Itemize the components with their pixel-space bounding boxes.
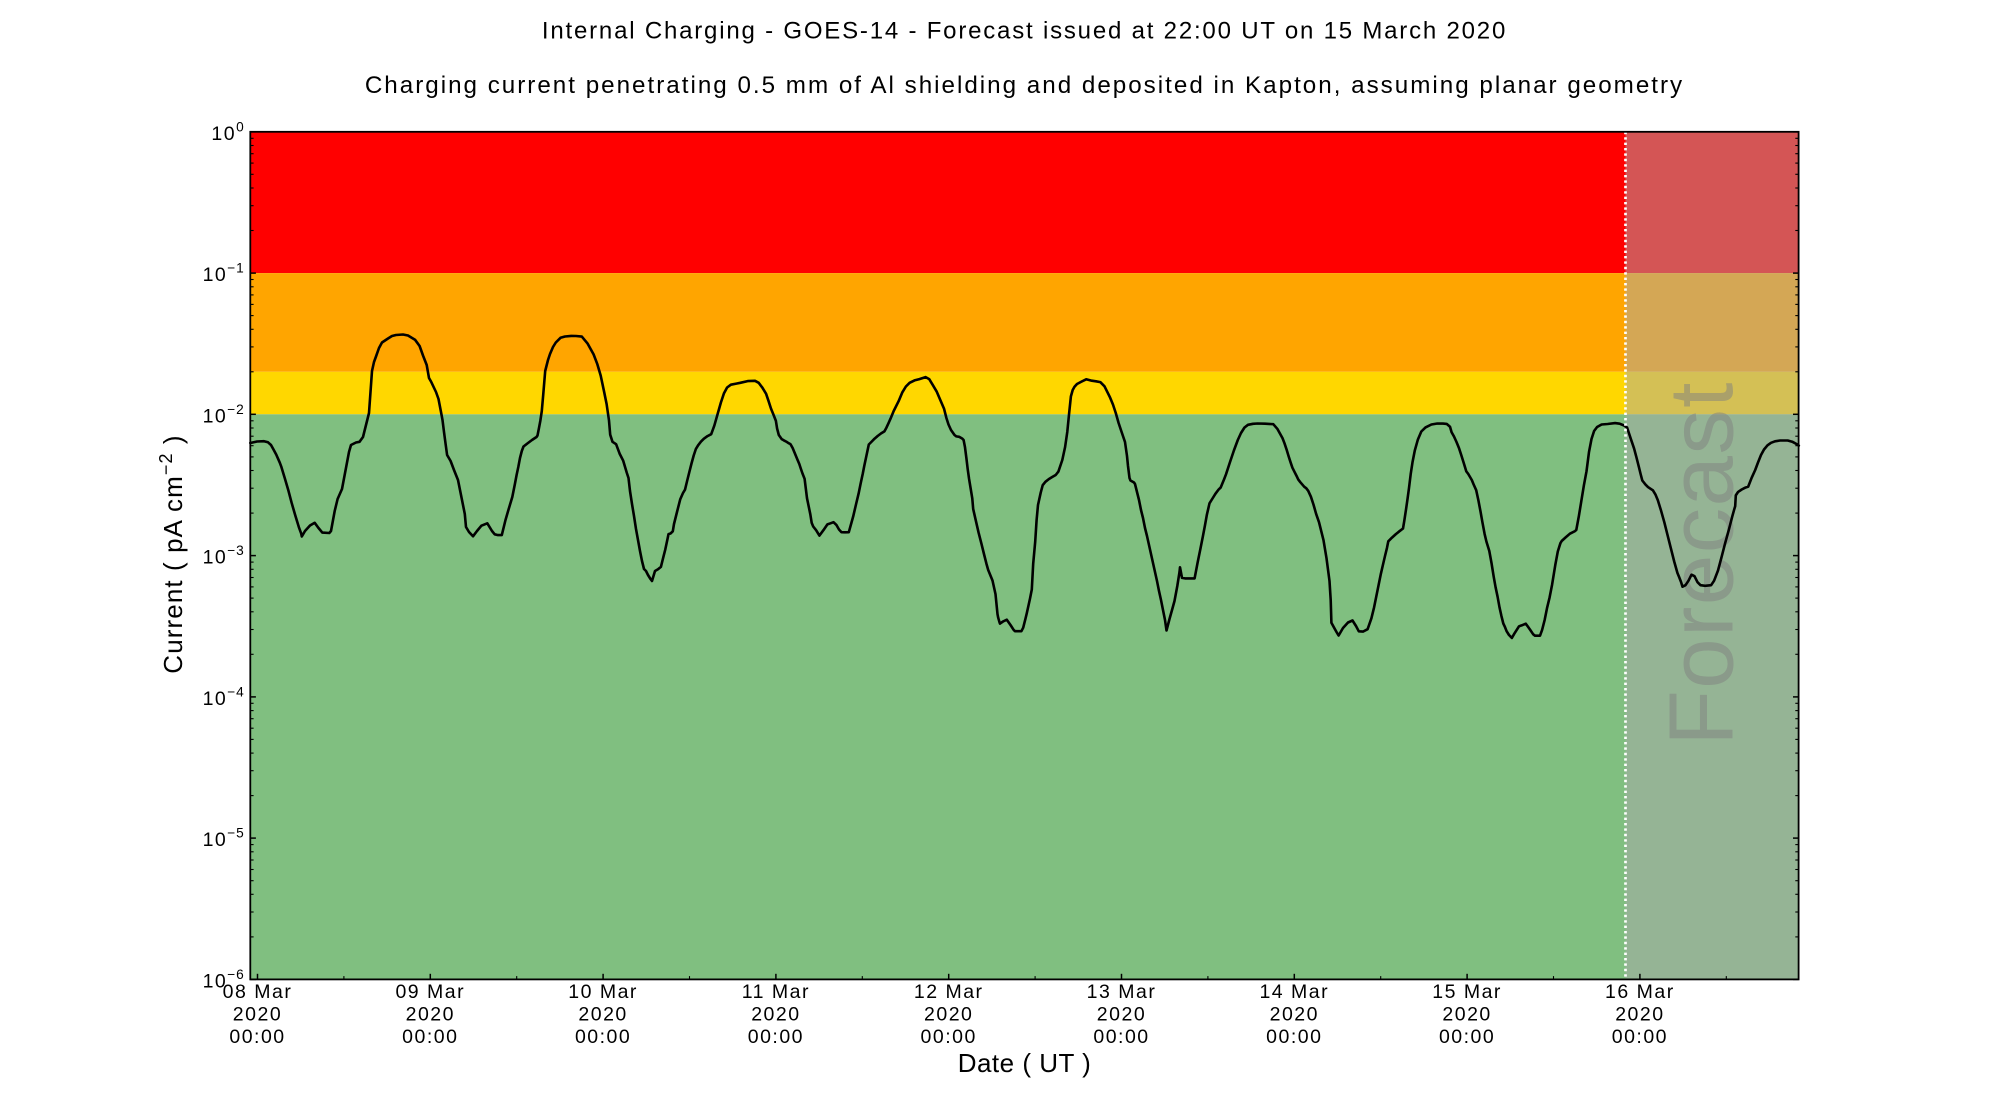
svg-text:00:00: 00:00 (1439, 1026, 1495, 1048)
svg-text:00:00: 00:00 (1612, 1026, 1668, 1048)
svg-text:10 Mar: 10 Mar (568, 981, 638, 1003)
svg-text:00:00: 00:00 (1093, 1026, 1149, 1048)
svg-text:10−2: 10−2 (203, 402, 245, 428)
svg-text:10−4: 10−4 (203, 684, 245, 710)
svg-text:2020: 2020 (751, 1004, 800, 1026)
svg-text:10−1: 10−1 (203, 261, 245, 287)
svg-text:00:00: 00:00 (921, 1026, 977, 1048)
svg-text:00:00: 00:00 (748, 1026, 804, 1048)
svg-text:Forecast: Forecast (1652, 381, 1753, 745)
svg-text:14 Mar: 14 Mar (1259, 981, 1329, 1003)
svg-text:100: 100 (211, 119, 244, 145)
svg-text:2020: 2020 (578, 1004, 627, 1026)
svg-text:Internal Charging - GOES-14 -: Internal Charging - GOES-14 - Forecast i… (542, 18, 1507, 45)
svg-text:2020: 2020 (1270, 1004, 1319, 1026)
svg-text:2020: 2020 (1097, 1004, 1146, 1026)
svg-text:10−6: 10−6 (203, 967, 245, 993)
svg-text:00:00: 00:00 (1266, 1026, 1322, 1048)
svg-text:2020: 2020 (1442, 1004, 1491, 1026)
svg-text:00:00: 00:00 (575, 1026, 631, 1048)
svg-text:Charging current penetrating 0: Charging current penetrating 0.5 mm of A… (365, 72, 1684, 99)
svg-text:10−5: 10−5 (203, 826, 245, 852)
svg-text:15 Mar: 15 Mar (1432, 981, 1502, 1003)
svg-text:16 Mar: 16 Mar (1605, 981, 1675, 1003)
svg-text:2020: 2020 (406, 1004, 455, 1026)
svg-text:13 Mar: 13 Mar (1087, 981, 1157, 1003)
svg-text:00:00: 00:00 (402, 1026, 458, 1048)
svg-text:Current ( pA cm−2 ): Current ( pA cm−2 ) (156, 434, 188, 673)
svg-text:Date ( UT ): Date ( UT ) (958, 1048, 1092, 1078)
svg-text:2020: 2020 (233, 1004, 282, 1026)
svg-text:10−3: 10−3 (203, 543, 245, 569)
svg-text:2020: 2020 (1615, 1004, 1664, 1026)
svg-text:12 Mar: 12 Mar (914, 981, 984, 1003)
svg-text:11 Mar: 11 Mar (742, 981, 810, 1003)
svg-text:09 Mar: 09 Mar (395, 981, 465, 1003)
svg-text:2020: 2020 (924, 1004, 973, 1026)
svg-text:00:00: 00:00 (229, 1026, 285, 1048)
svg-text:08 Mar: 08 Mar (223, 981, 293, 1003)
